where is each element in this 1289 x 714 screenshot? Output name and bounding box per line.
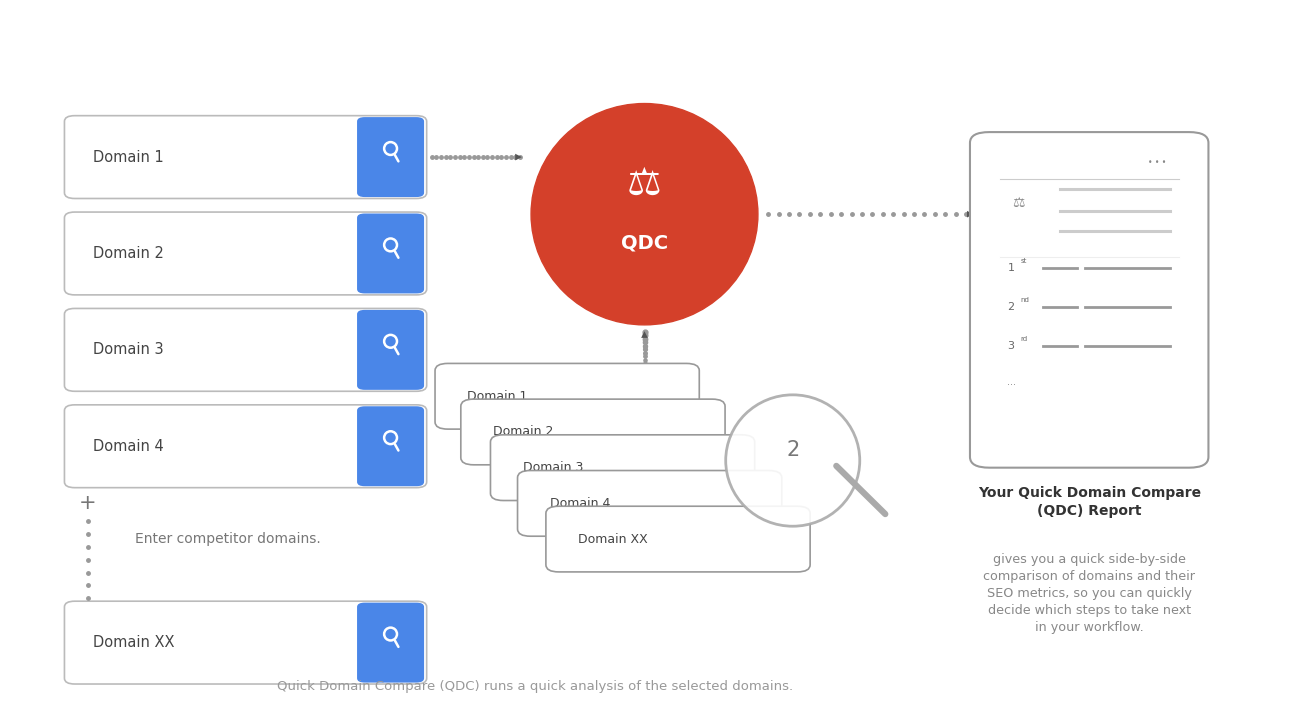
FancyBboxPatch shape [64, 308, 427, 391]
Text: ...: ... [1008, 377, 1016, 387]
Text: Domain XX: Domain XX [577, 533, 648, 545]
Text: Enter competitor domains.: Enter competitor domains. [135, 532, 321, 546]
Text: 1: 1 [1008, 263, 1014, 273]
Text: ⚖: ⚖ [626, 165, 663, 203]
FancyBboxPatch shape [357, 406, 424, 486]
FancyBboxPatch shape [545, 506, 809, 572]
Ellipse shape [726, 395, 860, 526]
Text: • • •: • • • [1147, 159, 1167, 167]
Text: gives you a quick side-by-side
comparison of domains and their
SEO metrics, so y: gives you a quick side-by-side compariso… [984, 553, 1195, 634]
Text: Your Quick Domain Compare
(QDC) Report: Your Quick Domain Compare (QDC) Report [977, 486, 1201, 518]
FancyBboxPatch shape [357, 310, 424, 390]
FancyBboxPatch shape [461, 399, 724, 465]
FancyBboxPatch shape [518, 471, 781, 536]
Text: 2: 2 [786, 440, 799, 460]
FancyBboxPatch shape [64, 212, 427, 295]
Text: Quick Domain Compare (QDC) runs a quick analysis of the selected domains.: Quick Domain Compare (QDC) runs a quick … [277, 680, 793, 693]
Text: Domain 4: Domain 4 [93, 438, 164, 454]
Ellipse shape [531, 104, 758, 325]
Text: 2: 2 [1008, 302, 1014, 312]
FancyBboxPatch shape [64, 405, 427, 488]
FancyBboxPatch shape [969, 132, 1209, 468]
FancyBboxPatch shape [64, 601, 427, 684]
Text: 3: 3 [1008, 341, 1014, 351]
Text: Domain XX: Domain XX [93, 635, 174, 650]
Text: Domain 1: Domain 1 [93, 149, 164, 165]
Text: st: st [1021, 258, 1026, 263]
FancyBboxPatch shape [357, 213, 424, 293]
FancyBboxPatch shape [436, 363, 699, 429]
Text: Domain 4: Domain 4 [549, 497, 610, 510]
Text: nd: nd [1021, 297, 1029, 303]
Text: +: + [79, 493, 97, 513]
Text: Domain 1: Domain 1 [468, 390, 527, 403]
Text: Domain 2: Domain 2 [93, 246, 164, 261]
FancyBboxPatch shape [490, 435, 754, 501]
Text: Domain 2: Domain 2 [494, 426, 553, 438]
Text: rd: rd [1021, 336, 1027, 342]
FancyBboxPatch shape [357, 603, 424, 683]
Text: Domain 3: Domain 3 [93, 342, 164, 358]
FancyBboxPatch shape [357, 117, 424, 197]
Text: ⚖: ⚖ [1013, 196, 1025, 211]
Text: QDC: QDC [621, 233, 668, 252]
FancyBboxPatch shape [64, 116, 427, 198]
Text: Domain 3: Domain 3 [523, 461, 583, 474]
